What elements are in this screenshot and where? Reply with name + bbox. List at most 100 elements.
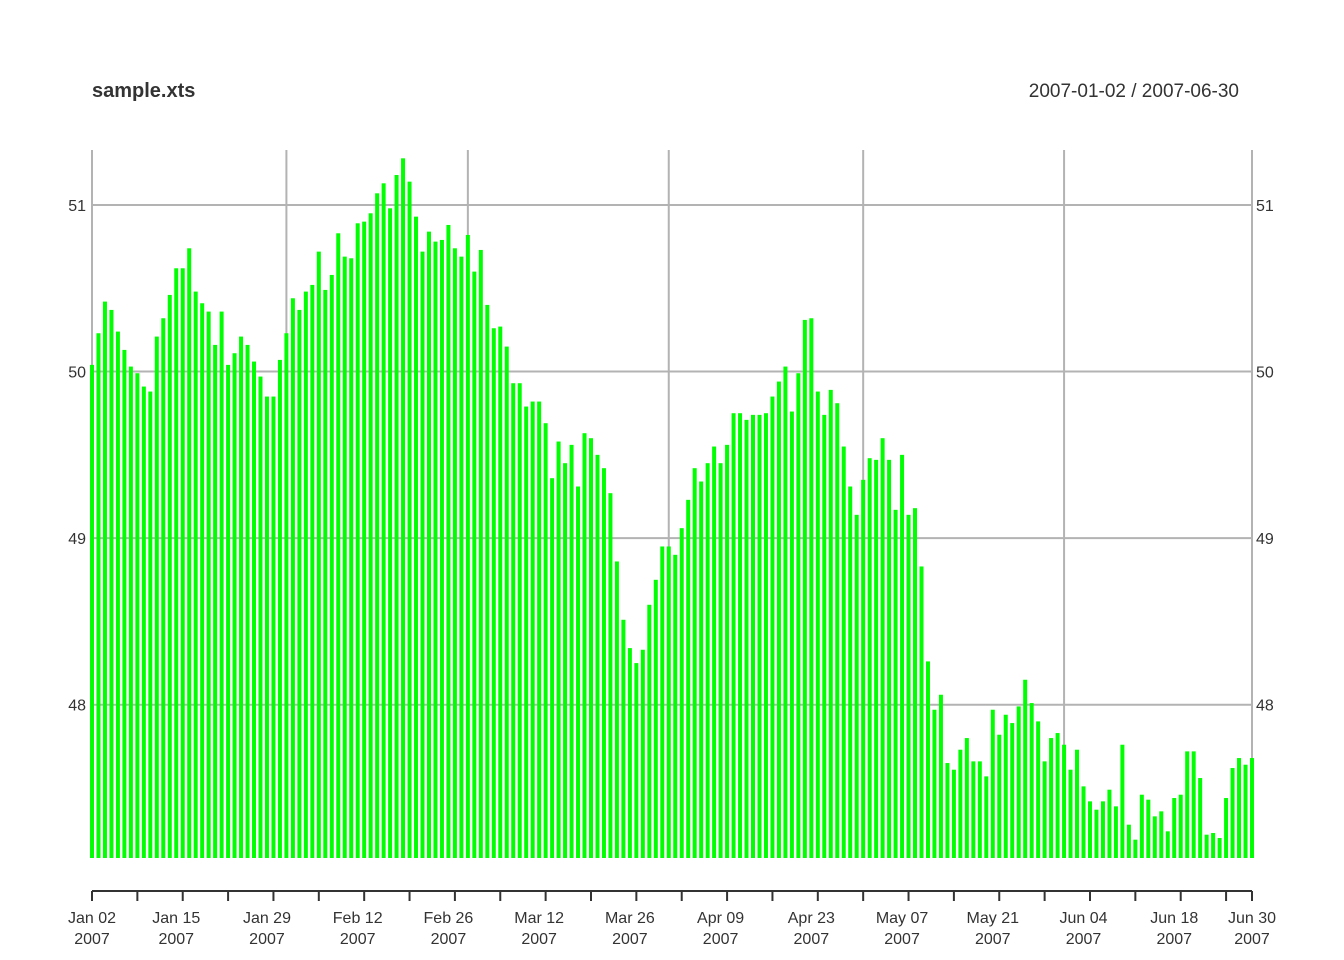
bar [1191,751,1196,858]
bar [459,256,464,859]
bar-series [90,158,1254,859]
bar [1113,806,1118,858]
bar [239,336,244,858]
bar [530,401,535,858]
bar [1250,758,1254,858]
bar [452,248,457,859]
bar [550,478,555,858]
bar [951,769,956,858]
bar [1211,833,1216,858]
bar [990,709,995,858]
bar [763,413,768,858]
bar [1003,714,1008,858]
y-tick-label-right: 49 [1256,531,1274,548]
bar [245,344,250,859]
bar [96,333,101,858]
bar [420,251,425,858]
y-tick-label-left: 48 [68,698,86,715]
bar [122,349,127,858]
bar [1107,789,1112,858]
bar [1172,798,1177,858]
bar [874,459,879,858]
bar [472,271,477,859]
date-range: 2007-01-02 / 2007-06-30 [1029,81,1239,102]
bar [498,326,503,859]
bar [336,233,341,858]
bar [809,318,814,858]
bar [258,376,263,858]
bar [608,493,613,858]
bar [828,389,833,858]
bar [329,274,334,858]
bar [1224,798,1229,858]
y-tick-label-right: 51 [1256,198,1274,215]
bar [323,289,328,859]
bar [193,291,198,859]
bar [835,403,840,858]
bar [90,364,94,858]
bar [504,346,509,858]
x-tick-label: Mar 26 [605,910,655,927]
bar [252,361,257,858]
bar [815,391,820,858]
bar [485,304,490,858]
bar [1016,706,1021,858]
bar [1120,744,1125,858]
x-axis: Jan 02 2007 Jan 15 2007 Jan 29 2007 Feb 12 2007… [68,890,1276,948]
x-tick-year-label: 2007 [794,931,830,948]
bar [200,303,205,858]
x-tick-year-label: 2007 [1066,931,1102,948]
bar [1036,721,1041,858]
bar [264,396,269,858]
bar [290,298,295,858]
bar [1042,761,1047,858]
bar [1146,799,1151,858]
bar [180,268,185,858]
bar [647,604,652,858]
bar [712,446,717,858]
bar [446,224,451,858]
bar [984,776,989,858]
bar [660,546,665,858]
bar [465,234,470,858]
bar [1165,831,1170,858]
bar [582,433,587,858]
bar [1029,703,1034,858]
y-tick-label-left: 51 [68,198,86,215]
bar [887,459,892,858]
bar [945,763,950,858]
bar [232,353,237,858]
x-tick-year-label: 2007 [1156,931,1192,948]
bar [776,381,781,858]
bar [167,294,172,858]
bar [770,396,775,858]
bar [802,319,807,858]
bar [401,158,406,858]
bar [1075,749,1080,858]
x-tick-label: Feb 12 [333,910,383,927]
bar [971,761,976,858]
bar [284,333,289,858]
bar [997,734,1002,858]
bar [1133,839,1138,858]
bar [1100,801,1105,858]
bar [303,291,308,859]
x-tick-year-label: 2007 [975,931,1011,948]
bar [128,366,133,858]
bar [1198,778,1203,858]
bar [977,761,982,858]
bar [841,446,846,858]
bar [1126,824,1131,858]
bar [491,328,496,859]
y-tick-label-left: 49 [68,531,86,548]
y-axis-left: 48 49 50 51 [68,198,86,715]
bar [789,411,794,858]
bar [433,241,438,858]
x-tick-label: Jan 29 [243,910,291,927]
bar [135,373,140,858]
bar [1237,758,1242,858]
x-tick-year-label: 2007 [431,931,467,948]
bar [1204,834,1209,858]
bar [206,311,211,858]
bar [310,284,315,858]
